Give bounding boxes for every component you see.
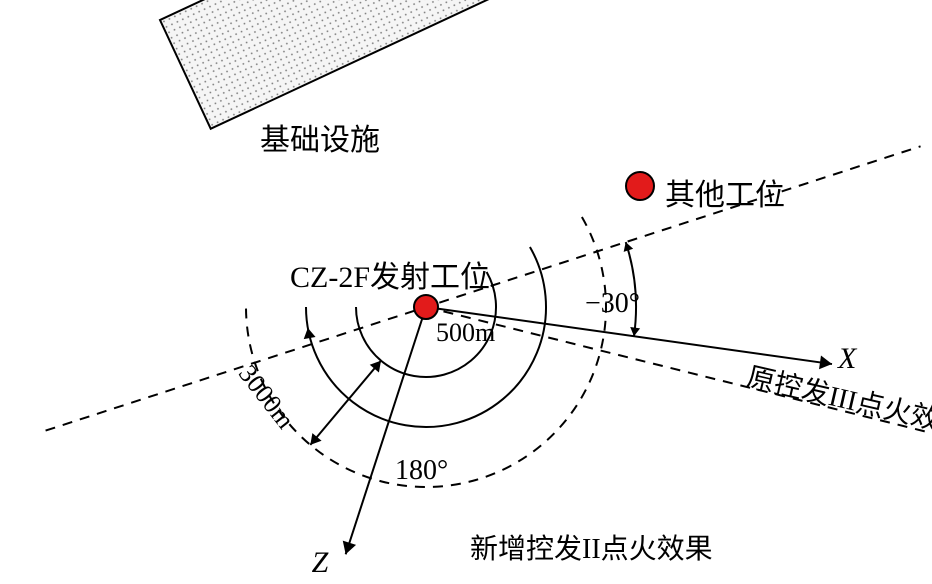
z-axis-label: Z xyxy=(312,546,329,580)
x-axis-label: X xyxy=(838,342,856,376)
angle-180-label: 180° xyxy=(395,455,448,487)
facility-label: 基础设施 xyxy=(260,115,380,159)
radius-500m-label: 500m xyxy=(436,318,495,348)
center-point-label: CZ-2F发射工位 xyxy=(290,252,490,296)
diagram-canvas: 基础设施 CZ-2F发射工位 其他工位 500m 3000m 180° −30°… xyxy=(0,0,932,584)
angle-neg30-label: −30° xyxy=(585,288,640,320)
new-effect-label: 新增控发II点火效果 xyxy=(470,527,713,567)
other-point-label: 其他工位 xyxy=(665,170,785,214)
